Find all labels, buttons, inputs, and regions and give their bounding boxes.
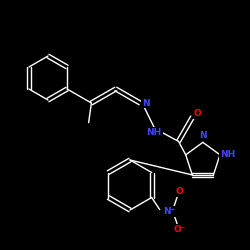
Text: N⁺: N⁺ bbox=[164, 207, 176, 216]
Text: NH: NH bbox=[146, 128, 162, 137]
Text: NH: NH bbox=[220, 150, 236, 159]
Text: O: O bbox=[194, 110, 201, 118]
Text: N: N bbox=[142, 98, 150, 108]
Text: N: N bbox=[199, 131, 207, 140]
Text: O⁻: O⁻ bbox=[174, 225, 186, 234]
Text: O: O bbox=[176, 187, 184, 196]
